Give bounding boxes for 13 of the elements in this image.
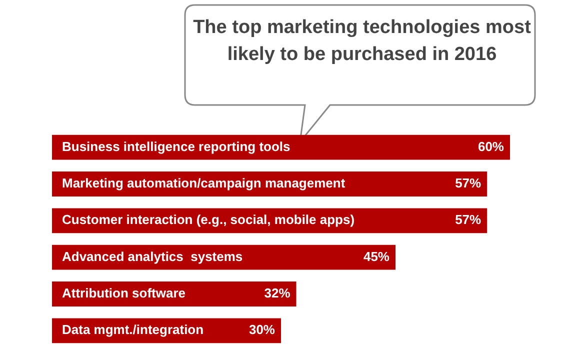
data-label: 57% bbox=[455, 176, 482, 191]
data-label: 30% bbox=[248, 322, 276, 338]
y-tick-label: Business intelligence reporting tools bbox=[62, 138, 290, 154]
data-label: 57% bbox=[455, 212, 482, 228]
y-tick-label: Data mgmt./integration bbox=[62, 322, 204, 338]
data-label: 32% bbox=[264, 286, 291, 301]
chart-title: The top marketing technologies most likely to be purchased in 2016 bbox=[192, 16, 532, 67]
y-tick-label: Customer interaction (e.g., social, mobile apps) bbox=[62, 212, 355, 228]
data-label: 45% bbox=[363, 248, 390, 264]
y-tick-label: Advanced analytics systems bbox=[62, 248, 243, 264]
y-tick-label: Attribution software bbox=[62, 286, 186, 301]
y-tick-label: Marketing automation/campaign management bbox=[62, 176, 346, 191]
data-label: 60% bbox=[478, 138, 504, 154]
